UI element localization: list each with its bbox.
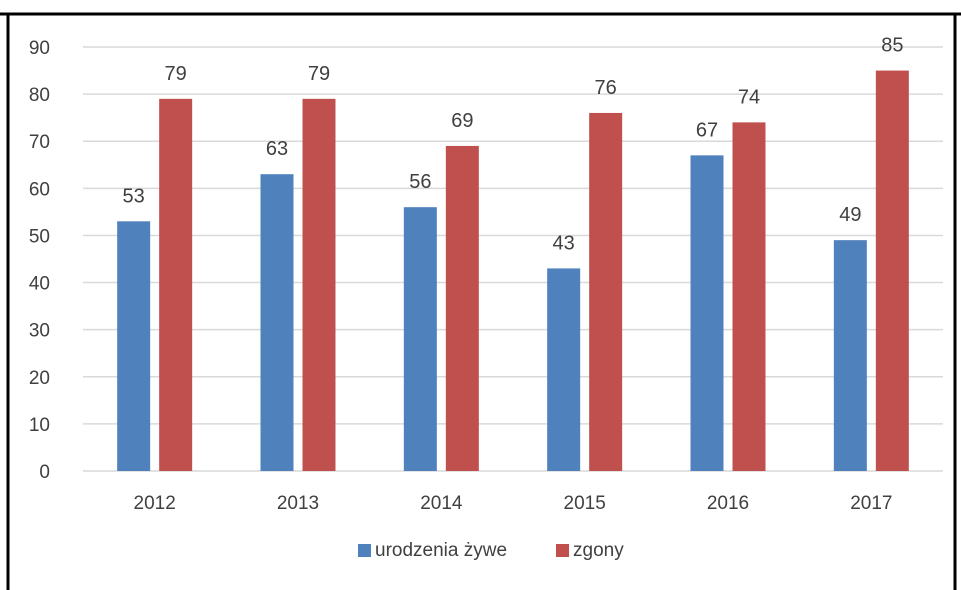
x-tick-label: 2015 — [564, 493, 606, 514]
bar-urodzenia-2013 — [260, 174, 294, 471]
bar-zgony-2016 — [732, 122, 766, 471]
data-label: 79 — [308, 63, 330, 85]
legend-swatch-urodzenia — [358, 544, 371, 557]
data-label: 69 — [451, 110, 473, 132]
legend-swatch-zgony — [556, 544, 569, 557]
bar-urodzenia-2016 — [690, 155, 724, 471]
y-tick-label: 90 — [29, 38, 50, 59]
data-label: 56 — [409, 171, 431, 193]
y-tick-label: 0 — [39, 462, 50, 483]
data-label: 76 — [595, 77, 617, 99]
data-labels: 53 79 63 79 56 69 43 76 67 74 49 85 — [123, 35, 904, 255]
bar-zgony-2013 — [302, 98, 336, 472]
data-label: 53 — [123, 185, 145, 207]
bar-urodzenia-2012 — [117, 221, 151, 471]
bar-urodzenia-2017 — [833, 240, 867, 471]
y-tick-label: 50 — [29, 226, 50, 247]
bar-urodzenia-2015 — [547, 268, 581, 471]
data-label: 79 — [165, 63, 187, 85]
y-tick-label: 40 — [29, 274, 50, 295]
y-tick-label: 60 — [29, 179, 50, 200]
data-label: 85 — [881, 35, 903, 57]
x-tick-label: 2014 — [420, 493, 463, 514]
bar-urodzenia-2014 — [403, 207, 437, 471]
data-label: 74 — [738, 86, 760, 108]
bar-zgony-2015 — [589, 112, 623, 471]
x-tick-label: 2013 — [277, 493, 319, 514]
data-label: 49 — [839, 204, 861, 226]
x-tick-label: 2017 — [850, 493, 892, 514]
legend-label: urodzenia żywe — [375, 540, 507, 561]
bars — [117, 70, 909, 472]
bar-zgony-2012 — [159, 98, 193, 472]
x-axis-tick-labels: 2012 2013 2014 2015 2016 2017 — [134, 493, 893, 514]
y-tick-label: 70 — [29, 132, 50, 153]
bar-zgony-2014 — [445, 145, 479, 471]
data-label: 67 — [696, 119, 718, 141]
y-tick-label: 80 — [29, 85, 50, 106]
data-label: 43 — [553, 232, 575, 254]
gridlines — [83, 46, 943, 472]
x-tick-label: 2016 — [707, 493, 749, 514]
bar-zgony-2017 — [875, 70, 909, 472]
legend: urodzenia żywe zgony — [358, 540, 624, 561]
x-tick-label: 2012 — [134, 493, 176, 514]
legend-label: zgony — [573, 540, 624, 561]
y-tick-label: 20 — [29, 368, 50, 389]
y-axis-tick-labels: 0 10 20 30 40 50 60 70 80 90 — [29, 38, 50, 483]
y-tick-label: 10 — [29, 415, 50, 436]
y-tick-label: 30 — [29, 321, 50, 342]
data-label: 63 — [266, 138, 288, 160]
